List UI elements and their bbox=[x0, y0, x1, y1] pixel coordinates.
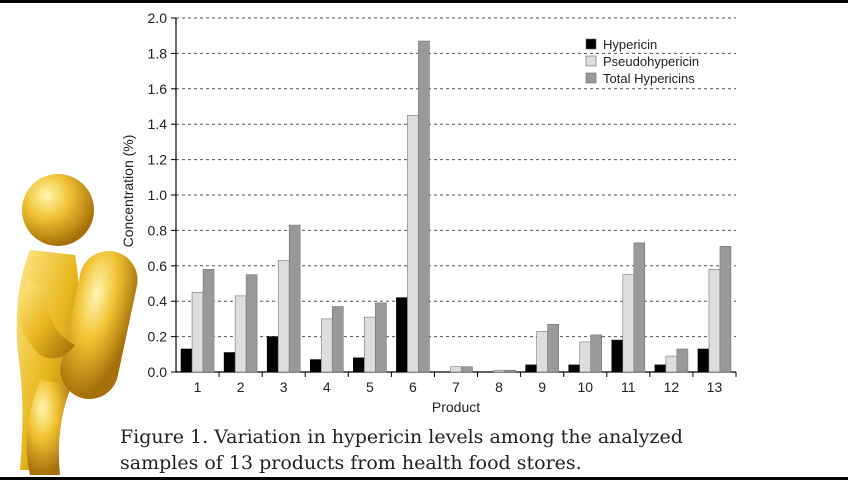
bar-pseudohypericin bbox=[191, 292, 204, 373]
caption-line-1: Figure 1. Variation in hypericin levels … bbox=[120, 426, 683, 448]
legend-label: Pseudohypericin bbox=[603, 54, 699, 69]
bar-chart: 0.00.20.40.60.81.01.21.41.61.82.01 2 3 4 5 6 7… bbox=[120, 10, 737, 415]
top-border bbox=[0, 0, 848, 3]
figure-caption: Figure 1. Variation in hypericin levels … bbox=[120, 424, 820, 476]
bar-pseudohypericin bbox=[364, 316, 376, 373]
y-tick-label: 0.2 bbox=[148, 329, 168, 345]
bar-total-hypericins bbox=[676, 348, 689, 373]
bar-total-hypericins bbox=[331, 306, 344, 373]
y-tick-label: 0.4 bbox=[148, 293, 168, 309]
y-tick-label: 0.8 bbox=[148, 222, 168, 238]
y-tick-label: 0.0 bbox=[148, 364, 168, 380]
bar-pseudohypericin bbox=[622, 274, 635, 373]
y-tick-label: 1.4 bbox=[148, 116, 168, 132]
bar-total-hypericins bbox=[719, 246, 732, 373]
bar-hypericin bbox=[309, 359, 322, 373]
x-tick-label: 10 bbox=[577, 379, 593, 395]
bar-hypericin bbox=[396, 297, 408, 373]
bar-pseudohypericin bbox=[536, 330, 548, 373]
x-tick-label: 1 bbox=[194, 379, 202, 395]
bar-total-hypericins bbox=[418, 40, 430, 373]
bar-total-hypericins bbox=[633, 242, 646, 373]
x-axis-label: Product bbox=[432, 399, 480, 415]
bar-hypericin bbox=[180, 348, 193, 373]
x-tick-label: 3 bbox=[280, 379, 288, 395]
y-tick-label: 2.0 bbox=[148, 10, 168, 26]
legend-label: Hypericin bbox=[603, 37, 657, 52]
bar-total-hypericins bbox=[461, 366, 473, 373]
x-tick-label: 5 bbox=[366, 379, 374, 395]
legend-swatch bbox=[585, 38, 597, 50]
bar-hypericin bbox=[611, 339, 624, 373]
bar-hypericin bbox=[223, 352, 236, 373]
bar-pseudohypericin bbox=[665, 355, 678, 373]
bar-total-hypericins bbox=[202, 269, 215, 373]
x-tick-label: 4 bbox=[323, 379, 331, 395]
bar-pseudohypericin bbox=[407, 115, 419, 373]
bar-total-hypericins bbox=[288, 224, 301, 373]
y-tick-label: 1.2 bbox=[148, 152, 168, 168]
bar-pseudohypericin bbox=[277, 260, 290, 373]
bar-hypericin bbox=[697, 348, 710, 373]
bar-pseudohypericin bbox=[493, 369, 505, 373]
bar-pseudohypericin bbox=[708, 269, 721, 373]
legend-swatch bbox=[585, 72, 597, 84]
gold-figure-holding-capsule-icon bbox=[16, 174, 138, 475]
legend-label: Total Hypericins bbox=[603, 71, 695, 86]
x-tick-label: 7 bbox=[452, 379, 460, 395]
x-tick-label: 6 bbox=[409, 379, 417, 395]
bar-hypericin bbox=[353, 357, 365, 373]
y-tick-label: 0.6 bbox=[148, 258, 168, 274]
y-tick-label: 1.0 bbox=[148, 187, 168, 203]
caption-line-2: samples of 13 products from health food … bbox=[120, 452, 582, 474]
bar-hypericin bbox=[568, 364, 581, 373]
bottom-border bbox=[0, 477, 848, 480]
x-tick-label: 12 bbox=[664, 379, 680, 395]
x-tick-label: 2 bbox=[237, 379, 245, 395]
bar-hypericin bbox=[654, 364, 667, 373]
bar-total-hypericins bbox=[504, 369, 516, 373]
y-tick-label: 1.8 bbox=[148, 45, 168, 61]
y-tick-label: 1.6 bbox=[148, 81, 168, 97]
bar-hypericin bbox=[266, 336, 279, 373]
bar-pseudohypericin bbox=[579, 341, 592, 373]
x-tick-label: 13 bbox=[707, 379, 723, 395]
bar-total-hypericins bbox=[590, 334, 603, 373]
legend-swatch bbox=[585, 55, 597, 67]
x-tick-label: 9 bbox=[538, 379, 546, 395]
bar-pseudohypericin bbox=[450, 366, 462, 373]
bar-total-hypericins bbox=[245, 274, 258, 373]
y-axis-label: Concentration (%) bbox=[120, 135, 136, 248]
bar-pseudohypericin bbox=[234, 295, 247, 373]
bar-total-hypericins bbox=[547, 323, 559, 373]
x-tick-label: 11 bbox=[621, 379, 636, 395]
bar-total-hypericins bbox=[375, 302, 387, 373]
bar-pseudohypericin bbox=[320, 318, 333, 373]
bar-hypericin bbox=[525, 364, 537, 373]
x-tick-label: 8 bbox=[495, 379, 503, 395]
